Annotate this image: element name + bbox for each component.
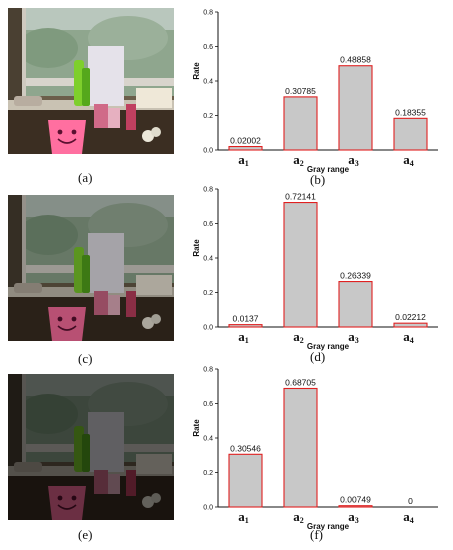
bar-value-label-a1: 0.02002 — [230, 136, 261, 146]
bar-chart-d: 0.0 0.2 0.4 0.6 0.8 Rate 0.0137 a1 0.72141 a2 0.26… — [188, 177, 453, 357]
bar-chart-b: 0.0 0.2 0.4 0.6 0.8 Rate 0.02002 a1 0.30785 a2 0.4… — [188, 0, 453, 180]
y-tick-label: 0.6 — [203, 44, 213, 51]
y-tick-label: 0.2 — [203, 113, 213, 120]
x-tick-label-a1: a1 — [238, 329, 249, 345]
y-tick-label: 0.6 — [203, 221, 213, 228]
bar-a4 — [393, 322, 428, 328]
bar-a1 — [228, 324, 263, 328]
bar-a1 — [228, 453, 263, 508]
x-tick-label-a3: a3 — [348, 509, 359, 525]
y-axis-title: Rate — [192, 62, 201, 80]
photo-scene — [8, 8, 174, 154]
photo-normal-exposure — [8, 8, 174, 154]
x-tick-label-a3: a3 — [348, 152, 359, 168]
bar-chart-f: 0.0 0.2 0.4 0.6 0.8 Rate 0.30546 a1 0.68705 a2 0.0… — [188, 357, 453, 537]
bar-value-label-a3: 0.00749 — [340, 495, 371, 505]
y-tick-label: 0.8 — [203, 367, 213, 374]
y-tick-label: 0.4 — [203, 256, 213, 263]
y-tick-label: 0.2 — [203, 290, 213, 297]
y-tick-label: 0.8 — [203, 10, 213, 17]
bar-value-label-a4: 0 — [408, 496, 413, 506]
y-axis-title: Rate — [192, 239, 201, 257]
caption-a: (a) — [78, 170, 93, 185]
bar-a1 — [228, 145, 263, 151]
x-axis-title: Gray range — [307, 522, 350, 531]
y-axis-title: Rate — [192, 419, 201, 437]
bar-a3 — [338, 65, 373, 151]
bar-a2 — [283, 202, 318, 328]
bar-value-label-a2: 0.30785 — [285, 86, 316, 96]
x-tick-label-a3: a3 — [348, 329, 359, 345]
x-tick-label-a4: a4 — [403, 509, 414, 525]
photo-low-exposure — [8, 374, 174, 520]
photo-scene — [8, 195, 174, 341]
x-tick-label-a1: a1 — [238, 152, 249, 168]
caption-b: (b) — [310, 172, 326, 187]
caption-c: (c) — [78, 351, 93, 366]
x-tick-label-a2: a2 — [293, 329, 304, 345]
y-tick-label: 0.8 — [203, 187, 213, 194]
x-tick-label-a2: a2 — [293, 152, 304, 168]
y-tick-label: 0.4 — [203, 79, 213, 86]
bar-value-label-a2: 0.72141 — [285, 192, 316, 202]
bar-value-label-a1: 0.0137 — [233, 314, 259, 324]
photo-scene — [8, 374, 174, 520]
y-tick-label: 0.0 — [203, 325, 213, 332]
caption-d: (d) — [310, 349, 326, 364]
y-tick-label: 0.0 — [203, 505, 213, 512]
x-axis-title: Gray range — [307, 165, 350, 174]
caption-f: (f) — [310, 527, 323, 542]
bar-a3 — [338, 505, 373, 508]
bar-a2 — [283, 96, 318, 151]
photo-medium-exposure — [8, 195, 174, 341]
bar-value-label-a2: 0.68705 — [285, 377, 316, 387]
bar-value-label-a3: 0.48858 — [340, 55, 371, 65]
bar-a3 — [338, 281, 373, 328]
bar-a4 — [393, 117, 428, 151]
y-tick-label: 0.2 — [203, 470, 213, 477]
bar-value-label-a1: 0.30546 — [230, 443, 261, 453]
x-tick-label-a4: a4 — [403, 329, 414, 345]
bar-a2 — [283, 387, 318, 508]
bar-value-label-a4: 0.18355 — [395, 107, 426, 117]
x-axis-title: Gray range — [307, 342, 350, 351]
bar-value-label-a3: 0.26339 — [340, 271, 371, 281]
x-tick-label-a1: a1 — [238, 509, 249, 525]
y-tick-label: 0.0 — [203, 148, 213, 155]
bar-value-label-a4: 0.02212 — [395, 312, 426, 322]
y-tick-label: 0.4 — [203, 436, 213, 443]
y-tick-label: 0.6 — [203, 401, 213, 408]
x-tick-label-a4: a4 — [403, 152, 414, 168]
caption-e: (e) — [78, 527, 93, 542]
x-tick-label-a2: a2 — [293, 509, 304, 525]
